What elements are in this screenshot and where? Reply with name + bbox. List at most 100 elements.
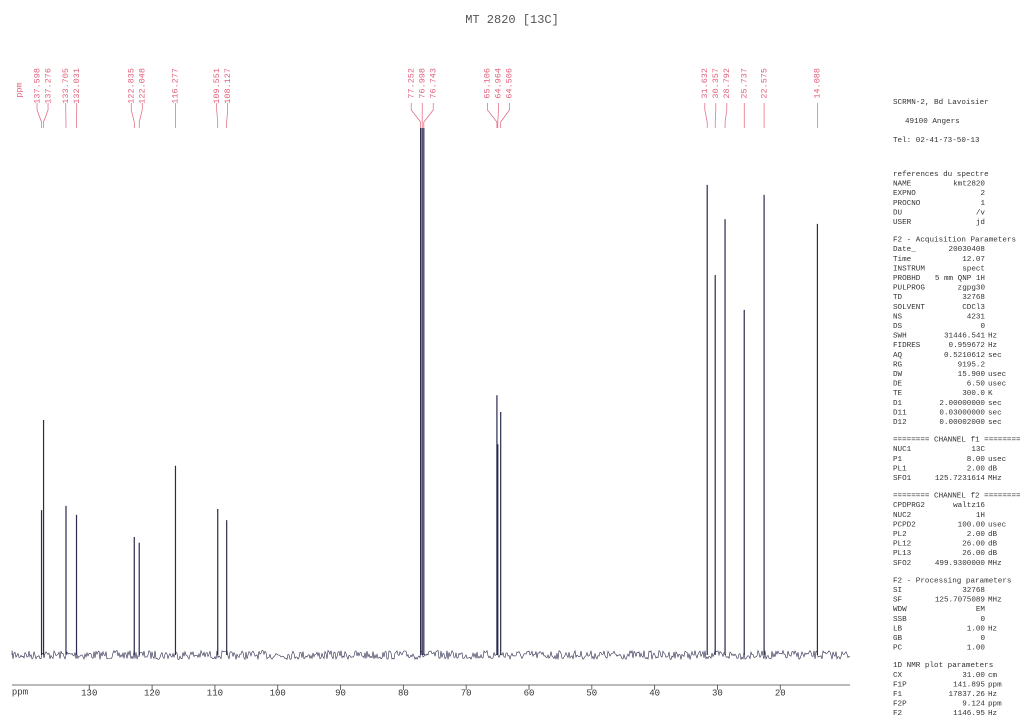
x-tick-label: 20 xyxy=(775,688,786,698)
param-value: 32768 xyxy=(962,294,985,302)
param-value: 5 mm QNP 1H xyxy=(935,275,985,283)
peak-label: 76.743 xyxy=(428,68,438,99)
param-key: NAME xyxy=(893,181,912,189)
param-value: 15.900 xyxy=(958,371,986,379)
peak-leader xyxy=(130,103,135,128)
param-key: SSB xyxy=(893,616,907,624)
peak-leader xyxy=(43,103,49,128)
param-value: 141.895 xyxy=(953,681,985,689)
param-key: PL12 xyxy=(893,541,912,549)
x-tick-label: 80 xyxy=(398,688,409,698)
param-key: LB xyxy=(893,625,903,633)
param-key: D11 xyxy=(893,409,907,417)
param-value: 4231 xyxy=(967,313,986,321)
param-value: /v xyxy=(976,209,986,217)
param-value: 2.00 xyxy=(967,465,986,473)
param-unit: usec xyxy=(988,381,1006,389)
param-key: SFO2 xyxy=(893,560,912,568)
param-value: 0.5210612 xyxy=(944,352,985,360)
param-key: SF xyxy=(893,597,903,605)
peak-label: 31.632 xyxy=(700,68,710,99)
x-tick-label: 90 xyxy=(335,688,346,698)
param-key: WDW xyxy=(893,606,907,614)
peak-label: 116.277 xyxy=(171,68,181,104)
param-key: FIDRES xyxy=(893,342,921,350)
peak-label: 137.276 xyxy=(43,68,53,104)
section-title: ======== CHANNEL f2 ======== xyxy=(893,493,1021,501)
param-value: 9.124 xyxy=(962,701,985,709)
param-key: PL2 xyxy=(893,531,907,539)
param-key: PL13 xyxy=(893,550,912,558)
param-value: 0.00002000 xyxy=(939,419,985,427)
param-key: Date_ xyxy=(893,246,916,254)
param-value: spect xyxy=(962,265,985,273)
param-value: kmt2820 xyxy=(953,181,985,189)
peak-leader xyxy=(423,103,434,128)
param-value: 1.00 xyxy=(967,625,986,633)
section-title: F2 - Acquisition Parameters xyxy=(893,237,1016,245)
peak-label: 122.835 xyxy=(126,68,136,104)
param-key: DE xyxy=(893,381,903,389)
param-value: 0.959672 xyxy=(949,342,986,350)
param-value: 9195.2 xyxy=(958,361,986,369)
peak-label: 109.551 xyxy=(212,68,222,104)
param-value: 31446.541 xyxy=(944,333,985,341)
param-value: 2 xyxy=(980,190,985,198)
param-key: PC xyxy=(893,645,903,653)
peak-leader xyxy=(714,103,717,128)
x-tick-label: 70 xyxy=(461,688,472,698)
param-key: RG xyxy=(893,361,903,369)
param-value: 499.9300000 xyxy=(935,560,986,568)
param-key: DU xyxy=(893,209,903,217)
x-tick-label: 30 xyxy=(712,688,723,698)
peak-leader xyxy=(704,103,708,128)
param-key: AQ xyxy=(893,352,903,360)
param-key: PROCNO xyxy=(893,200,921,208)
peak-label: 77.252 xyxy=(406,68,416,99)
param-unit: sec xyxy=(988,352,1002,360)
param-value: 31.00 xyxy=(962,672,985,680)
param-value: jd xyxy=(976,219,985,227)
param-key: TE xyxy=(893,390,903,398)
param-unit: dB xyxy=(988,541,998,549)
param-unit: Hz xyxy=(988,691,997,699)
param-value: 20030408 xyxy=(949,246,986,254)
param-key: PCPD2 xyxy=(893,521,916,529)
peak-label: 64.964 xyxy=(494,68,504,99)
param-key: Time xyxy=(893,256,912,264)
section-title: references du spectre xyxy=(893,171,989,179)
param-unit: usec xyxy=(988,371,1006,379)
x-tick-label: 100 xyxy=(270,688,286,698)
param-key: NS xyxy=(893,313,903,321)
param-value: 17837.26 xyxy=(949,691,986,699)
section-title: 1D NMR plot parameters xyxy=(893,662,993,670)
param-unit: Hz xyxy=(988,333,997,341)
peak-label: 108.127 xyxy=(223,68,233,104)
peak-label: 64.506 xyxy=(505,68,515,99)
param-key: D1 xyxy=(893,400,903,408)
peak-leader xyxy=(410,103,421,128)
address-line: SCRMN-2, Bd Lavoisier xyxy=(893,99,989,107)
address-line: 49100 Angers xyxy=(905,118,960,126)
param-unit: K xyxy=(988,390,993,398)
param-unit: dB xyxy=(988,531,998,539)
param-value: 6.50 xyxy=(967,381,986,389)
param-key: DW xyxy=(893,371,903,379)
param-key: F1 xyxy=(893,691,903,699)
param-key: TD xyxy=(893,294,903,302)
peak-label: 137.598 xyxy=(32,68,42,104)
param-key: F1P xyxy=(893,681,907,689)
param-key: PROBHD xyxy=(893,275,921,283)
param-key: GB xyxy=(893,635,903,643)
param-unit: Hz xyxy=(988,710,997,718)
param-key: SI xyxy=(893,587,902,595)
baseline-noise xyxy=(11,649,851,661)
x-tick-label: 110 xyxy=(207,688,223,698)
param-key: CPDPRG2 xyxy=(893,502,925,510)
param-key: P1 xyxy=(893,456,903,464)
param-key: DS xyxy=(893,323,903,331)
param-unit: MHz xyxy=(988,475,1002,483)
param-key: PL1 xyxy=(893,465,907,473)
x-tick-label: 130 xyxy=(81,688,97,698)
